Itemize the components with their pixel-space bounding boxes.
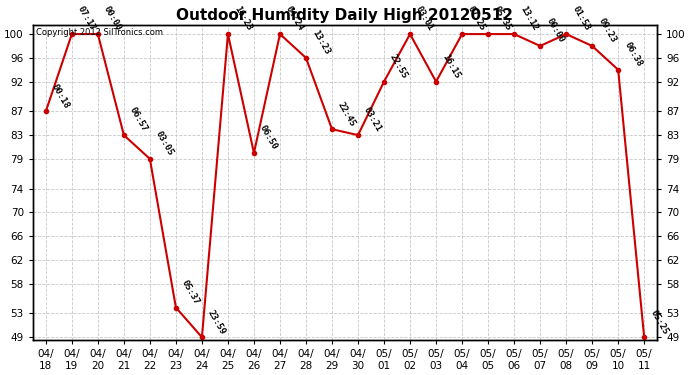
Text: 23:59: 23:59 — [206, 308, 227, 336]
Text: 01:53: 01:53 — [571, 5, 591, 33]
Text: 07:25: 07:25 — [466, 5, 487, 33]
Text: 05:25: 05:25 — [649, 308, 669, 336]
Text: 09:23: 09:23 — [596, 17, 618, 45]
Text: 03:21: 03:21 — [362, 106, 384, 134]
Text: 16:23: 16:23 — [232, 5, 253, 33]
Text: 13:23: 13:23 — [310, 29, 331, 57]
Text: 06:38: 06:38 — [622, 40, 644, 68]
Text: 06:57: 06:57 — [128, 106, 149, 134]
Text: 05:37: 05:37 — [180, 278, 201, 306]
Text: 16:15: 16:15 — [440, 53, 462, 80]
Text: 03:01: 03:01 — [414, 5, 435, 33]
Text: 07:17: 07:17 — [76, 5, 97, 33]
Text: 22:45: 22:45 — [336, 100, 357, 128]
Text: 00:18: 00:18 — [50, 82, 71, 110]
Text: 06:50: 06:50 — [258, 124, 279, 152]
Title: Outdoor Humidity Daily High 20120512: Outdoor Humidity Daily High 20120512 — [177, 8, 513, 22]
Text: 05:35: 05:35 — [492, 5, 513, 33]
Text: 22:55: 22:55 — [388, 53, 409, 80]
Text: 00:00: 00:00 — [544, 17, 566, 45]
Text: 04:24: 04:24 — [284, 5, 306, 33]
Text: 03:05: 03:05 — [154, 130, 175, 158]
Text: 00:00: 00:00 — [102, 5, 124, 33]
Text: Copyright 2012 SilTronics.com: Copyright 2012 SilTronics.com — [36, 28, 163, 37]
Text: 13:12: 13:12 — [518, 5, 540, 33]
